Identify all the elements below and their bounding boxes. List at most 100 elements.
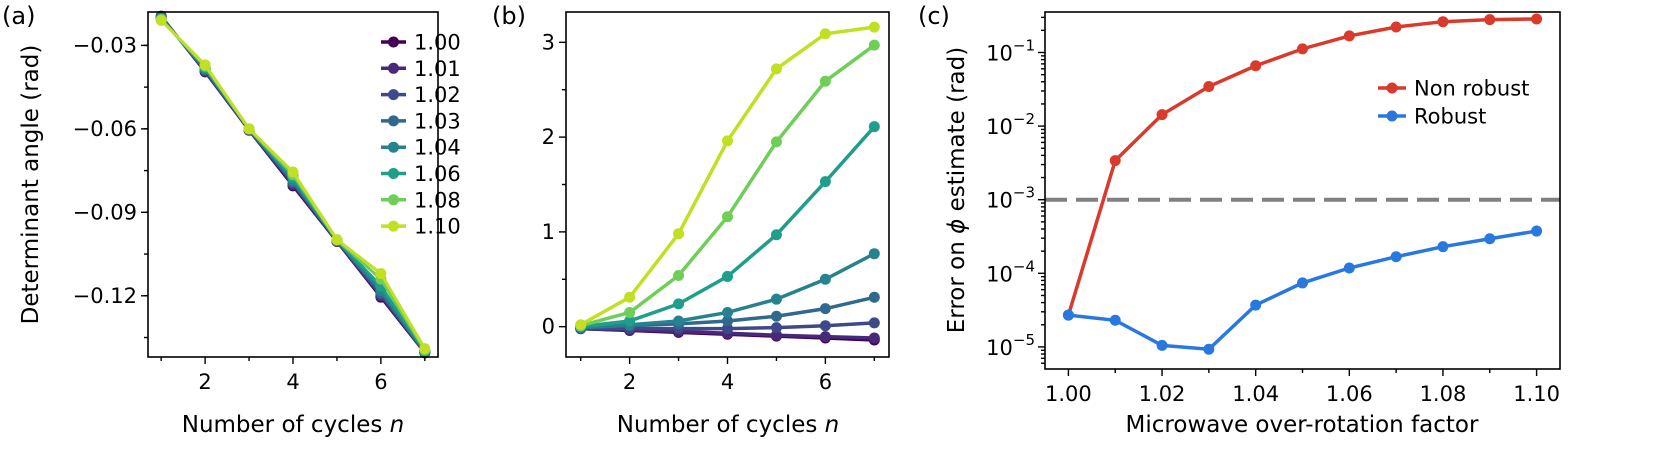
panel-b-point-1.06 <box>624 315 636 327</box>
panel-c-point-Non robust <box>1484 14 1496 26</box>
legend-marker-Robust <box>1386 110 1398 122</box>
panel-a-ticks: 2 4 6 −0.03 −0.06 −0.09 −0.12 <box>73 33 426 394</box>
panel-a-label: (a) <box>2 2 35 30</box>
panel-c-point-Non robust <box>1203 81 1215 93</box>
panel-a-point-1.10 <box>287 166 299 178</box>
panel-c-x-tick-label: 1.04 <box>1232 382 1279 406</box>
panel-a-x-axis-label: Number of cycles n <box>182 412 405 438</box>
panel-a-y-tick-label: −0.06 <box>73 117 137 141</box>
panel-c-point-Robust <box>1156 339 1168 351</box>
panel-a-y-tick-label: −0.12 <box>73 284 137 308</box>
panel-c-axes-frame <box>1044 11 1561 370</box>
panel-c-point-Robust <box>1109 314 1121 326</box>
panel-c-point-Non robust <box>1156 109 1168 121</box>
panel-c-x-tick-label: 1.00 <box>1045 382 1092 406</box>
panel-b-point-1.06 <box>770 229 782 241</box>
panel-c-point-Robust <box>1484 233 1496 245</box>
panel-b-point-1.08 <box>868 39 880 51</box>
legend-marker-1.08 <box>388 194 399 206</box>
panel-c-point-Non robust <box>1109 155 1121 167</box>
panel-a: (a) 2 4 6 −0.03 −0.06 −0.09 −0.12 Number of cy… <box>2 2 461 438</box>
legend-marker-1.04 <box>388 141 399 153</box>
panel-b-point-1.08 <box>770 136 782 148</box>
legend-label-Robust: Robust <box>1414 105 1486 129</box>
panel-b-y-tick-label: 1 <box>542 220 555 244</box>
panel-c-y-tick-label: 10−4 <box>986 257 1035 286</box>
panel-b-point-1.10 <box>819 28 831 40</box>
panel-b-point-1.10 <box>575 319 587 331</box>
legend-marker-Non robust <box>1386 82 1398 94</box>
panel-b-label: (b) <box>492 2 526 30</box>
panel-a-y-axis-label: Determinant angle (rad) <box>18 45 44 325</box>
panel-b-point-1.08 <box>722 211 733 223</box>
panel-b-x-tick-label: 2 <box>623 370 636 394</box>
panel-a-x-tick-label: 2 <box>198 370 211 394</box>
panel-a-point-1.10 <box>243 123 255 135</box>
panel-a-x-tick-label: 6 <box>374 370 387 394</box>
panel-c-y-axis-label: Error on ϕ estimate (rad) <box>944 47 970 333</box>
panel-b-point-1.10 <box>624 291 636 303</box>
panel-a-point-1.10 <box>375 268 387 280</box>
panel-b-point-1.02 <box>819 320 831 332</box>
panel-b-point-1.02 <box>770 322 782 334</box>
panel-b-point-1.08 <box>673 269 685 281</box>
panel-b-series-group <box>575 21 880 346</box>
panel-c: (c) 1.00 1.02 1.04 1.06 1.08 1.10 10−5 10−4 10−3… <box>918 2 1561 438</box>
panel-b-point-1.08 <box>819 75 831 87</box>
panel-a-point-1.10 <box>199 59 211 71</box>
panel-b-point-1.06 <box>673 298 685 310</box>
panel-b-point-1.06 <box>868 121 880 133</box>
panel-b-x-tick-label: 6 <box>819 370 832 394</box>
panel-c-y-tick-label: 10−2 <box>986 110 1035 139</box>
panel-b-point-1.01 <box>770 329 782 341</box>
panel-b-point-1.10 <box>770 63 782 75</box>
panel-b-point-1.02 <box>868 317 880 329</box>
panel-c-point-Robust <box>1531 225 1543 237</box>
panel-c-y-tick-label: 10−3 <box>986 184 1035 213</box>
panel-c-series-line-Robust <box>1068 229 1537 352</box>
panel-c-legend: Non robust Robust <box>1378 77 1529 129</box>
panel-c-ticks: 1.00 1.02 1.04 1.06 1.08 1.10 10−5 10−4 10−3 10−2… <box>986 16 1560 406</box>
legend-label-1.08: 1.08 <box>414 188 461 212</box>
panel-c-point-Non robust <box>1250 60 1262 72</box>
panel-c-point-Non robust <box>1390 21 1402 33</box>
panel-a-y-tick-label: −0.09 <box>73 200 137 224</box>
legend-marker-1.06 <box>388 168 399 179</box>
panel-b-point-1.01 <box>868 332 880 344</box>
panel-b-point-1.08 <box>624 306 636 318</box>
panel-c-point-Robust <box>1437 241 1449 253</box>
panel-c-point-Robust <box>1250 299 1262 311</box>
panel-b-ticks: 2 4 6 0 1 2 3 <box>542 30 876 394</box>
panel-b-point-1.03 <box>770 310 782 322</box>
legend-marker-1.01 <box>388 62 399 74</box>
panel-b: (b) 2 4 6 0 1 2 3 Number of cycles n <box>492 2 890 438</box>
legend-marker-1.10 <box>388 220 399 232</box>
legend-label-1.10: 1.10 <box>414 215 461 239</box>
panel-b-point-1.04 <box>868 248 880 260</box>
panel-b-y-tick-label: 0 <box>542 315 555 339</box>
panel-c-point-Robust <box>1297 277 1308 289</box>
legend-label-1.04: 1.04 <box>414 136 461 160</box>
panel-c-point-Non robust <box>1531 13 1543 25</box>
panel-a-point-1.10 <box>331 234 343 246</box>
panel-c-x-tick-label: 1.06 <box>1326 382 1373 406</box>
panel-c-point-Robust <box>1390 251 1402 263</box>
panel-c-point-Non robust <box>1343 30 1355 42</box>
panel-b-point-1.03 <box>819 303 831 315</box>
panel-b-point-1.10 <box>722 135 733 147</box>
panel-c-point-Robust <box>1343 262 1355 274</box>
panel-b-point-1.03 <box>868 291 880 303</box>
panel-b-point-1.06 <box>722 270 733 282</box>
panel-c-x-axis-label: Microwave over-rotation factor <box>1126 412 1479 438</box>
panel-c-x-tick-label: 1.10 <box>1513 382 1560 406</box>
panel-a-x-tick-label: 4 <box>286 370 299 394</box>
panel-b-point-1.03 <box>722 315 733 327</box>
panel-c-label: (c) <box>918 2 950 30</box>
panel-b-point-1.06 <box>819 176 831 188</box>
panel-b-point-1.04 <box>673 315 685 327</box>
legend-label-1.02: 1.02 <box>414 83 461 107</box>
panel-c-x-tick-label: 1.08 <box>1420 382 1467 406</box>
panel-c-series-line-Non robust <box>1066 17 1537 316</box>
panel-c-point-Robust <box>1062 309 1074 321</box>
